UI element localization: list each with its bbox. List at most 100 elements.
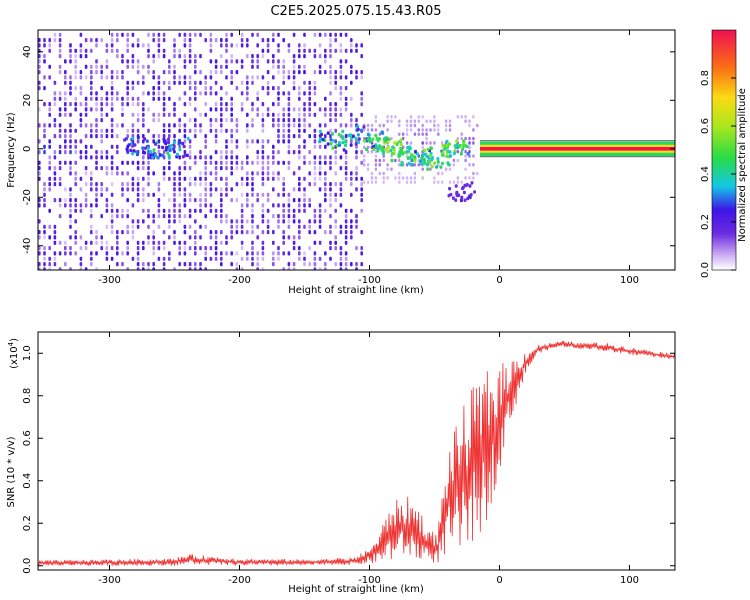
spectrogram-cell [303, 192, 306, 197]
spectrogram-cell [329, 134, 332, 139]
spectrogram-cell [282, 203, 285, 208]
snr-ylabel: SNR (10 * v/v) [6, 436, 17, 507]
spectrogram-cell [142, 267, 145, 270]
spectrogram-cell [370, 123, 374, 128]
spectrogram-blob-cell [131, 151, 135, 156]
spectrogram-cell [292, 214, 296, 219]
spectrogram-blob-cell [149, 150, 153, 154]
spectrogram-cell [105, 96, 109, 101]
spectrogram-cell [256, 262, 259, 267]
spectrogram-cell [168, 208, 171, 213]
x-tick-label: 0 [496, 575, 502, 586]
spectrogram-cell [344, 251, 348, 256]
spectrogram-cell [105, 246, 109, 251]
spectrogram-cell [246, 192, 249, 197]
spectrogram-cell [162, 112, 166, 117]
spectrogram-cell [329, 128, 332, 133]
spectrogram-cell [303, 262, 306, 267]
spectrogram-cell [199, 235, 202, 240]
spectrogram-cell [282, 160, 285, 165]
spectrogram-cell [121, 96, 124, 101]
spectrogram-cell [220, 160, 223, 165]
spectrogram-cell [53, 251, 57, 256]
spectrogram-cell [334, 118, 337, 123]
spectrogram-cell [121, 107, 124, 112]
spectrogram-blob-cell [359, 128, 363, 133]
spectrogram-cell [43, 246, 46, 251]
spectrogram-cell [261, 267, 265, 270]
spectrogram-cell [194, 96, 197, 101]
spectrogram-cell [261, 171, 265, 176]
spectrogram-cell [173, 54, 176, 59]
spectrogram-cell [162, 256, 166, 261]
spectrogram-cell [142, 176, 145, 181]
spectrogram-cell [251, 160, 254, 165]
spectrogram-cell [194, 176, 197, 181]
spectrogram-cell [43, 123, 46, 128]
spectrogram-cell [287, 112, 291, 117]
spectrogram-cell [303, 176, 306, 181]
spectrogram-cell [313, 240, 317, 245]
spectrogram-cell [100, 246, 103, 251]
colorbar-segment [712, 40, 736, 43]
spectrogram-cell [472, 128, 475, 132]
spectrogram-cell [152, 246, 155, 251]
spectrogram-cell [204, 139, 207, 144]
spectrogram-blob-cell [156, 156, 160, 160]
spectrogram-cell [183, 230, 187, 235]
spectrogram-cell [136, 112, 140, 117]
colorbar-tick-label: 0.4 [700, 166, 711, 182]
spectrogram-cell [121, 214, 124, 219]
spectrogram-cell [344, 134, 348, 139]
spectrogram-cell [188, 166, 192, 171]
spectrogram-cell [126, 240, 129, 245]
spectrogram-cell [69, 150, 72, 155]
spectrogram-cell [95, 107, 98, 112]
spectrogram-cell [266, 107, 270, 112]
spectrogram-cell [84, 96, 88, 101]
spectrogram-cell [157, 187, 161, 192]
spectrogram-cell [220, 198, 223, 203]
spectrogram-cell [162, 267, 166, 270]
spectrogram-cell [162, 91, 166, 96]
spectrogram-cell [318, 224, 322, 229]
spectrogram-cell [90, 70, 93, 75]
spectrogram-cell [390, 167, 393, 171]
spectrogram-cell [350, 192, 353, 197]
spectrogram-cell [126, 128, 129, 133]
spectrogram-cell [246, 43, 249, 48]
spectrogram-cell [188, 118, 192, 123]
spectrogram-cell [266, 112, 270, 117]
spectrogram-cell [240, 38, 244, 43]
spectrogram-cell [287, 91, 291, 96]
colorbar-segment [712, 46, 736, 49]
y-tick-label: 0.4 [22, 473, 33, 489]
spectrogram-cell [105, 240, 109, 245]
spectrogram-cell [131, 256, 135, 261]
spectrogram-cell [204, 155, 207, 160]
spectrogram-cell [157, 198, 161, 203]
spectrogram-cell [69, 144, 72, 149]
spectrogram-cell [168, 224, 171, 229]
spectrogram-cell [53, 102, 57, 107]
spectrogram-cell [277, 96, 280, 101]
spectrogram-cell [374, 167, 378, 171]
spectrogram-cell [448, 119, 452, 123]
spectrogram-cell [214, 70, 218, 75]
spectrogram-cell [188, 139, 192, 144]
spectrogram-cell [121, 251, 124, 256]
spectrogram-cell [220, 176, 223, 181]
spectrogram-cell [157, 246, 161, 251]
spectrogram-cell [261, 102, 265, 107]
spectrogram-blob-cell [461, 185, 465, 190]
spectrogram-cell [344, 176, 348, 181]
spectrogram-cell [366, 128, 370, 132]
spectrogram-blob-cell [416, 152, 419, 156]
spectrogram-blob-cell [413, 155, 417, 159]
spectrogram-cell [266, 43, 270, 48]
spectrogram-cell [131, 80, 135, 85]
spectrogram-cell [199, 192, 202, 197]
spectrogram-cell [69, 75, 72, 80]
spectrogram-cell [230, 166, 233, 171]
spectrogram-cell [90, 171, 93, 176]
